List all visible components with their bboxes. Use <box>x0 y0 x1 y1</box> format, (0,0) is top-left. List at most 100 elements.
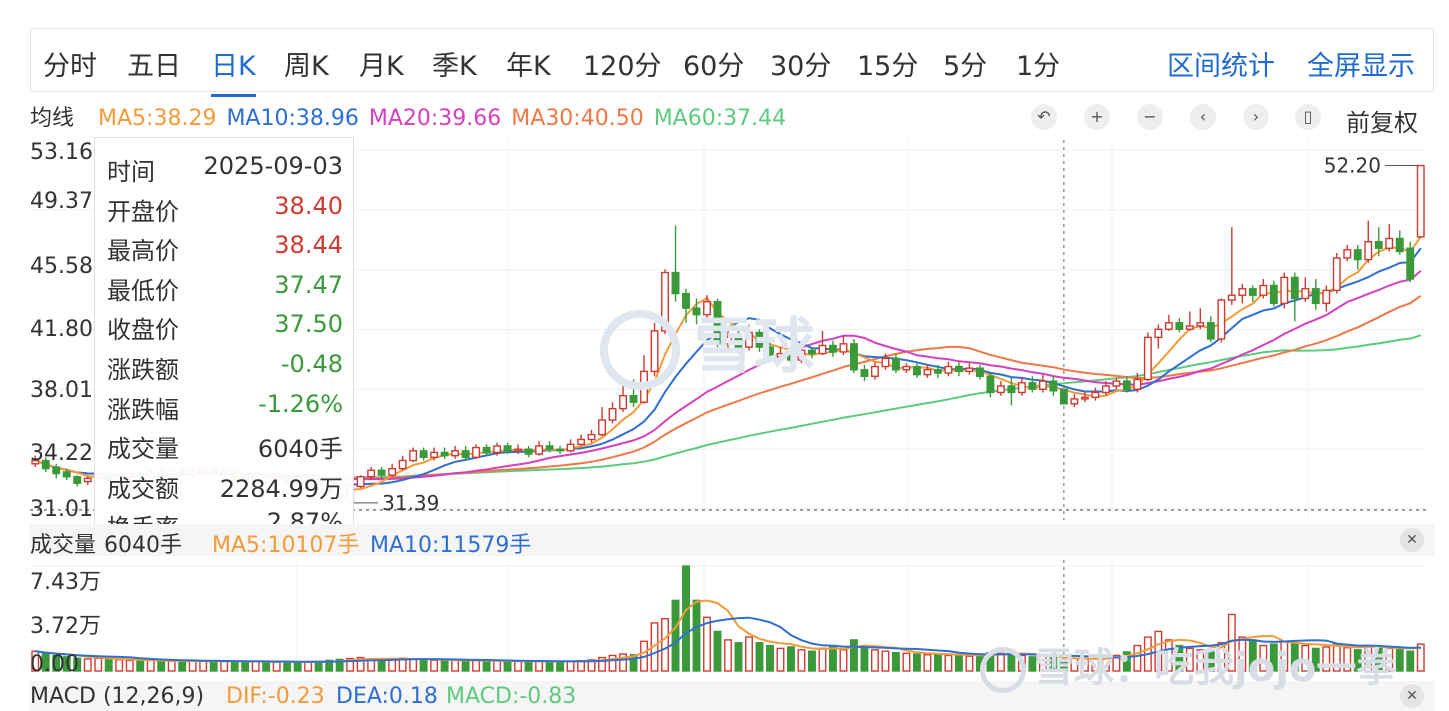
candle-body <box>566 443 575 452</box>
tooltip-row: 涨跌额 -0.48 <box>107 350 343 390</box>
tab-9[interactable]: 30分 <box>770 51 832 82</box>
tooltip-key: 时间 <box>107 158 155 186</box>
volume-bar <box>398 657 407 672</box>
volume-tick-1: 3.72万 <box>30 614 101 639</box>
candle-body <box>472 446 481 458</box>
volume-bar <box>440 659 449 672</box>
volume-bar <box>199 660 208 672</box>
volume-value: 6040手 <box>104 533 182 558</box>
candle-body <box>860 369 869 377</box>
macd-title: MACD (12,26,9) <box>30 684 205 709</box>
volume-bar <box>724 639 732 672</box>
volume-bar <box>954 654 963 672</box>
tooltip-key: 涨跌幅 <box>107 395 179 424</box>
ma-value-1: MA10:38.96 <box>226 106 359 131</box>
tooltip-row: 最低价 37.47 <box>107 271 343 311</box>
close-volume-icon[interactable]: ✕ <box>1400 528 1424 552</box>
candle-body <box>524 448 533 455</box>
candle-body <box>1416 164 1425 238</box>
candle-body <box>493 445 502 454</box>
chevron-left-icon[interactable]: ‹ <box>1190 104 1216 130</box>
tab-7[interactable]: 120分 <box>583 51 662 82</box>
candle-body <box>1385 237 1394 249</box>
tab-10[interactable]: 15分 <box>857 51 919 82</box>
minus-icon[interactable]: − <box>1137 104 1163 130</box>
volume-bar <box>766 644 774 672</box>
volume-bar <box>566 660 575 672</box>
undo-icon[interactable]: ↶ <box>1031 104 1057 130</box>
candle-body <box>1175 322 1184 330</box>
tab-2[interactable]: 日K <box>211 44 256 97</box>
plus-icon[interactable]: + <box>1084 104 1110 130</box>
candle-body <box>954 365 963 373</box>
volume-bar <box>1406 650 1415 672</box>
volume-bar <box>283 661 292 672</box>
volume-bar <box>178 660 187 672</box>
max-price-label: 52.20 <box>1324 154 1381 178</box>
volume-bar <box>251 660 260 672</box>
volume-bar <box>598 656 606 672</box>
tab-11[interactable]: 5分 <box>943 51 988 82</box>
candle-icon[interactable]: ▯ <box>1295 104 1321 130</box>
candle-body <box>1374 241 1383 249</box>
candle-body <box>1343 249 1352 259</box>
candle-body <box>1406 247 1415 280</box>
volume-bar <box>1416 643 1425 672</box>
tooltip-key: 涨跌额 <box>107 356 179 384</box>
ma-value-2: MA20:39.66 <box>368 106 502 131</box>
candle-body <box>388 467 397 476</box>
candle-body <box>356 476 365 488</box>
tab-8[interactable]: 60分 <box>683 51 745 82</box>
period-tabs <box>30 28 1434 92</box>
volume-bar <box>829 644 837 672</box>
volume-bar <box>661 618 669 672</box>
volume-bar <box>870 649 879 672</box>
candle-body <box>1217 299 1226 340</box>
candle-body <box>923 369 932 376</box>
volume-bar <box>136 660 145 672</box>
volume-bar <box>388 658 397 672</box>
volume-bar <box>640 640 648 672</box>
volume-bar <box>482 660 491 672</box>
volume-bar <box>125 659 134 672</box>
tooltip-key: 收盘价 <box>107 316 179 345</box>
candle-body <box>577 438 586 446</box>
volume-bar <box>409 658 418 672</box>
min-price-label: 31.39 <box>382 491 439 515</box>
tab-12[interactable]: 1分 <box>1016 51 1061 82</box>
tooltip-row: 收盘价 37.50 <box>107 310 343 350</box>
candle-body <box>671 271 680 295</box>
volume-bar <box>472 659 481 672</box>
tooltip-value: 38.44 <box>274 231 343 260</box>
candle-body <box>902 365 911 371</box>
volume-bar <box>293 661 302 672</box>
price-tick-2: 45.58 <box>30 254 93 279</box>
candle-body <box>870 365 879 377</box>
range-stats-button[interactable]: 区间统计 <box>1167 51 1275 82</box>
tooltip-value: 37.47 <box>274 270 343 299</box>
ma-value-0: MA5:38.29 <box>98 106 217 131</box>
volume-bar <box>241 661 250 672</box>
candle-body <box>1017 382 1026 394</box>
tab-4[interactable]: 月K <box>359 51 404 82</box>
volume-bar <box>755 642 764 672</box>
candle-body <box>1248 288 1257 296</box>
adjust-mode-button[interactable]: 前复权 <box>1346 109 1418 137</box>
tab-6[interactable]: 年K <box>506 51 551 82</box>
volume-bar <box>230 660 239 672</box>
watermark-small-logo-icon <box>980 647 1026 693</box>
candle-body <box>503 445 512 452</box>
volume-bar <box>157 660 166 672</box>
close-macd-icon[interactable]: ✕ <box>1400 684 1424 708</box>
tab-3[interactable]: 周K <box>284 51 329 82</box>
fullscreen-button[interactable]: 全屏显示 <box>1307 51 1415 82</box>
candle-body <box>996 385 1005 394</box>
ma-title: 均线 <box>30 106 75 131</box>
candle-body <box>545 445 554 450</box>
volume-bar <box>587 659 596 672</box>
tab-5[interactable]: 季K <box>432 51 477 82</box>
chevron-right-icon[interactable]: › <box>1243 104 1269 130</box>
volume-bar <box>94 657 103 672</box>
tab-1[interactable]: 五日 <box>127 51 181 82</box>
tab-0[interactable]: 分时 <box>43 51 97 82</box>
